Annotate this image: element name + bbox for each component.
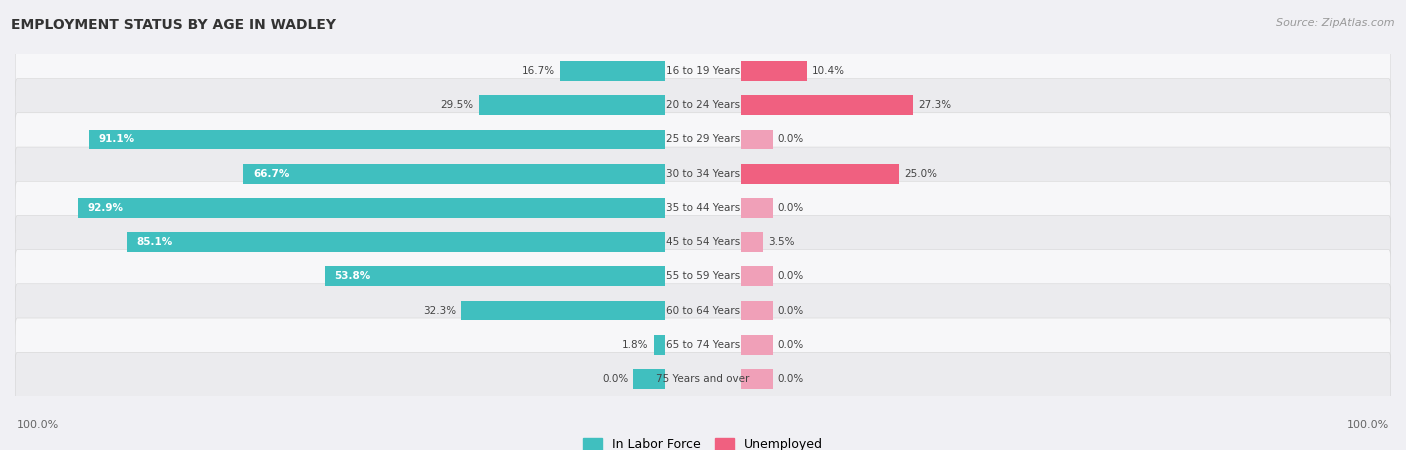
Text: 29.5%: 29.5% [440,100,474,110]
FancyBboxPatch shape [15,181,1391,234]
Bar [741,232,763,252]
Text: 0.0%: 0.0% [602,374,628,384]
FancyBboxPatch shape [15,284,1391,337]
Text: 0.0%: 0.0% [778,340,804,350]
Text: 20 to 24 Years: 20 to 24 Years [666,100,740,110]
Bar [560,61,665,81]
FancyBboxPatch shape [15,79,1391,132]
Text: 1.8%: 1.8% [621,340,648,350]
Text: 75 Years and over: 75 Years and over [657,374,749,384]
Text: 10.4%: 10.4% [811,66,845,76]
Bar [741,95,914,115]
Text: 0.0%: 0.0% [778,374,804,384]
Bar [741,335,772,355]
FancyBboxPatch shape [15,216,1391,269]
Text: 25 to 29 Years: 25 to 29 Years [666,135,740,144]
Text: 3.5%: 3.5% [768,237,794,247]
Bar [741,301,772,320]
FancyBboxPatch shape [15,147,1391,200]
Text: 100.0%: 100.0% [1347,420,1389,430]
Text: 91.1%: 91.1% [98,135,135,144]
Text: 0.0%: 0.0% [778,135,804,144]
Text: 66.7%: 66.7% [253,169,290,179]
Text: Source: ZipAtlas.com: Source: ZipAtlas.com [1277,18,1395,28]
Bar [654,335,665,355]
FancyBboxPatch shape [15,45,1391,98]
Text: EMPLOYMENT STATUS BY AGE IN WADLEY: EMPLOYMENT STATUS BY AGE IN WADLEY [11,18,336,32]
Bar [741,369,772,389]
FancyBboxPatch shape [15,318,1391,371]
Bar [741,130,772,149]
Text: 27.3%: 27.3% [918,100,952,110]
Text: 32.3%: 32.3% [423,306,456,315]
Bar [741,198,772,218]
Text: 65 to 74 Years: 65 to 74 Years [666,340,740,350]
Text: 30 to 34 Years: 30 to 34 Years [666,169,740,179]
Text: 16 to 19 Years: 16 to 19 Years [666,66,740,76]
FancyBboxPatch shape [15,352,1391,405]
Bar [741,164,898,184]
Bar [243,164,665,184]
Text: 35 to 44 Years: 35 to 44 Years [666,203,740,213]
Bar [741,266,772,286]
Legend: In Labor Force, Unemployed: In Labor Force, Unemployed [583,438,823,450]
Bar [741,61,807,81]
Text: 45 to 54 Years: 45 to 54 Years [666,237,740,247]
Bar [478,95,665,115]
Bar [325,266,665,286]
FancyBboxPatch shape [15,250,1391,303]
Text: 85.1%: 85.1% [136,237,173,247]
Text: 100.0%: 100.0% [17,420,59,430]
Text: 92.9%: 92.9% [87,203,124,213]
Bar [77,198,665,218]
Text: 55 to 59 Years: 55 to 59 Years [666,271,740,281]
Text: 25.0%: 25.0% [904,169,936,179]
Bar [461,301,665,320]
FancyBboxPatch shape [15,113,1391,166]
Text: 16.7%: 16.7% [522,66,554,76]
Text: 60 to 64 Years: 60 to 64 Years [666,306,740,315]
Text: 0.0%: 0.0% [778,203,804,213]
Bar [634,369,665,389]
Text: 53.8%: 53.8% [335,271,371,281]
Text: 0.0%: 0.0% [778,306,804,315]
Text: 0.0%: 0.0% [778,271,804,281]
Bar [89,130,665,149]
Bar [127,232,665,252]
